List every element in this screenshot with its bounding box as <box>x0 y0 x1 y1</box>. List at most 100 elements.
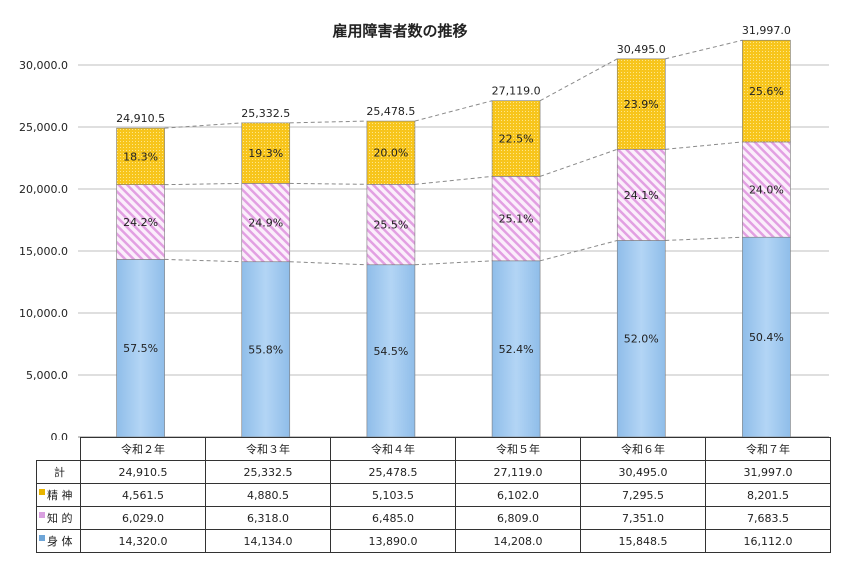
data-label: 18.3% <box>123 150 158 163</box>
table-cell: 4,561.5 <box>80 483 206 507</box>
data-label: 22.5% <box>499 133 534 146</box>
table-cell: 4,880.5 <box>205 483 331 507</box>
data-label: 19.3% <box>248 147 283 160</box>
row-label: 身 体 <box>36 529 81 553</box>
table-cell: 24,910.5 <box>80 460 206 484</box>
data-table: 令和２年 令和３年 令和４年 令和５年 令和６年 令和７年 計 24,910.5… <box>36 437 831 553</box>
bar-segment <box>116 127 165 185</box>
total-label: 30,495.0 <box>617 43 666 56</box>
table-cell: 6,029.0 <box>80 506 206 530</box>
table-cell: 6,809.0 <box>455 506 581 530</box>
table-header-cell: 令和４年 <box>330 437 456 461</box>
series-connector-line <box>414 260 493 266</box>
table-cell: 7,683.5 <box>705 506 831 530</box>
table-cell: 14,208.0 <box>455 529 581 553</box>
series-connector-line <box>164 122 242 129</box>
legend-swatch-icon <box>39 489 45 495</box>
bar-segment <box>241 122 291 184</box>
table-cell: 14,320.0 <box>80 529 206 553</box>
total-label: 25,478.5 <box>366 105 415 118</box>
bar-segment <box>616 58 666 150</box>
table-cell: 13,890.0 <box>330 529 456 553</box>
y-tick-label: 20,000.0 <box>19 183 68 196</box>
data-label: 25.1% <box>499 213 534 226</box>
data-label: 52.4% <box>499 343 534 356</box>
y-tick-label: 30,000.0 <box>19 59 68 72</box>
row-label: 計 <box>36 460 81 484</box>
bar-segment <box>742 141 791 238</box>
table-cell: 7,295.5 <box>580 483 706 507</box>
series-connector-line <box>164 182 242 186</box>
table-cell: 6,102.0 <box>455 483 581 507</box>
bar-segment <box>366 120 416 185</box>
table-header-cell: 令和３年 <box>205 437 331 461</box>
table-header-cell: 令和２年 <box>80 437 206 461</box>
series-connector-line <box>539 148 618 177</box>
table-cell: 27,119.0 <box>455 460 581 484</box>
bar-segment <box>366 184 416 266</box>
series-connector-line <box>539 58 618 102</box>
table-cell: 31,997.0 <box>705 460 831 484</box>
series-connector-line <box>665 39 743 60</box>
bar-segment <box>366 264 416 438</box>
bar-segment <box>742 236 791 438</box>
table-cell: 30,495.0 <box>580 460 706 484</box>
data-label: 52.0% <box>624 333 659 346</box>
table-row-seishin: 精 神 4,561.5 4,880.5 5,103.5 6,102.0 7,29… <box>36 483 831 507</box>
legend-swatch-icon <box>39 512 45 518</box>
bar-segment <box>491 100 541 177</box>
row-label: 知 的 <box>36 506 81 530</box>
total-label: 25,332.5 <box>241 107 290 120</box>
data-label: 23.9% <box>624 98 659 111</box>
bar-segment <box>742 39 791 143</box>
series-connector-line <box>164 258 242 263</box>
table-cell: 7,351.0 <box>580 506 706 530</box>
table-cell: 6,485.0 <box>330 506 456 530</box>
table-header-cell: 令和７年 <box>705 437 831 461</box>
table-header-cell: 令和５年 <box>455 437 581 461</box>
table-cell: 14,134.0 <box>205 529 331 553</box>
data-label: 54.5% <box>373 345 408 358</box>
data-label: 57.5% <box>123 342 158 355</box>
table-cell: 16,112.0 <box>705 529 831 553</box>
series-connector-line <box>539 239 618 262</box>
table-header-row: 令和２年 令和３年 令和４年 令和５年 令和６年 令和７年 <box>36 437 831 461</box>
series-connector-line <box>289 120 367 124</box>
table-cell: 15,848.5 <box>580 529 706 553</box>
table-cell: 6,318.0 <box>205 506 331 530</box>
total-label: 31,997.0 <box>742 24 791 37</box>
y-tick-label: 10,000.0 <box>19 307 68 320</box>
y-tick-label: 0.0 <box>51 431 69 440</box>
data-label: 20.0% <box>373 147 408 160</box>
total-label: 27,119.0 <box>492 85 541 98</box>
series-connector-line <box>665 236 743 241</box>
data-label: 25.5% <box>373 219 408 232</box>
series-connector-line <box>289 182 367 185</box>
table-cell: 25,478.5 <box>330 460 456 484</box>
table-cell: 5,103.5 <box>330 483 456 507</box>
bar-segment <box>491 260 541 438</box>
data-label: 25.6% <box>749 85 784 98</box>
data-label: 24.2% <box>123 216 158 229</box>
row-label: 精 神 <box>36 483 81 507</box>
table-cell: 25,332.5 <box>205 460 331 484</box>
data-label: 24.9% <box>248 217 283 230</box>
y-tick-label: 5,000.0 <box>26 369 68 382</box>
series-connector-line <box>289 261 367 266</box>
data-label: 24.0% <box>749 184 784 197</box>
series-connector-line <box>414 175 493 185</box>
bar-segment <box>616 149 666 241</box>
series-connector-line <box>414 100 493 122</box>
data-label: 24.1% <box>624 189 659 202</box>
table-cell: 8,201.5 <box>705 483 831 507</box>
bar-segment <box>491 176 541 262</box>
data-label: 50.4% <box>749 331 784 344</box>
y-tick-label: 15,000.0 <box>19 245 68 258</box>
legend-swatch-icon <box>39 535 45 541</box>
table-row-shintai: 身 体 14,320.0 14,134.0 13,890.0 14,208.0 … <box>36 529 831 553</box>
chart-title: 雇用障害者数の推移 <box>332 22 467 40</box>
table-row-total: 計 24,910.5 25,332.5 25,478.5 27,119.0 30… <box>36 460 831 484</box>
table-header-cell: 令和６年 <box>580 437 706 461</box>
bar-segment <box>616 240 666 438</box>
table-row-chiteki: 知 的 6,029.0 6,318.0 6,485.0 6,809.0 7,35… <box>36 506 831 530</box>
